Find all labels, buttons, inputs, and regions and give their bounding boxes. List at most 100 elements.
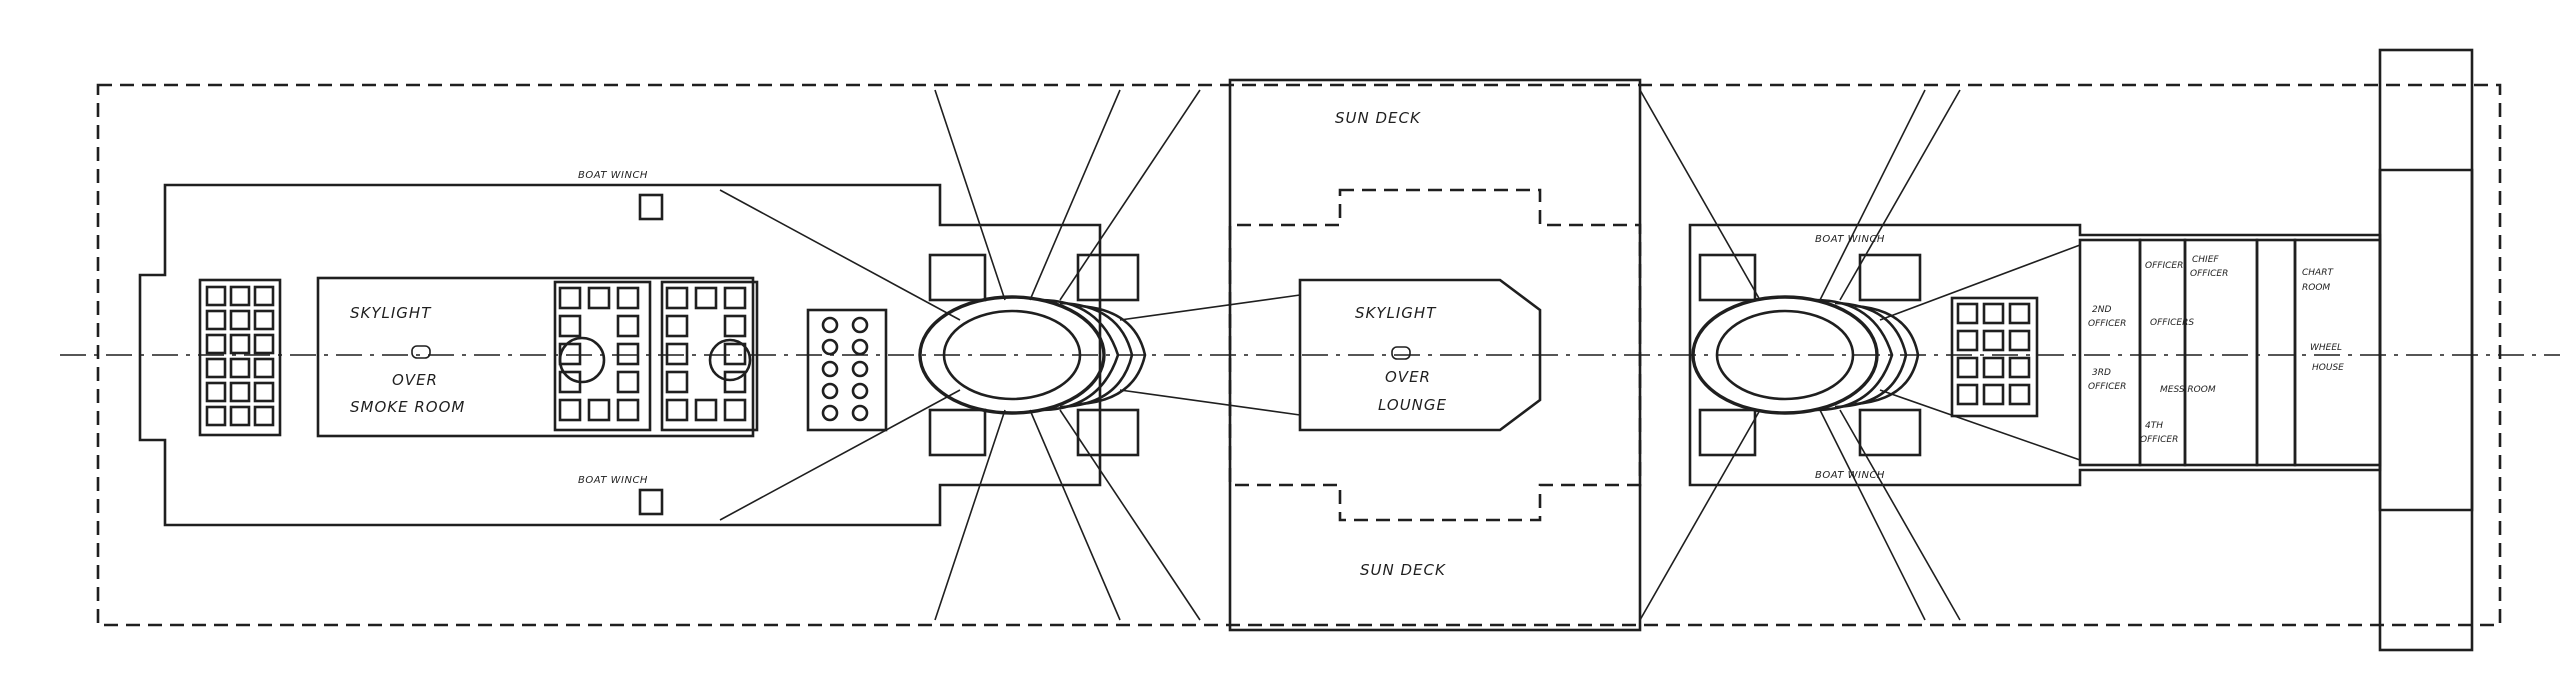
boat-winch-fwd: BOAT WINCH BOAT WINCH <box>1815 234 1885 481</box>
smoke-room-seat <box>558 314 582 338</box>
fwd-seat-cell <box>1956 329 1979 352</box>
smoke-room-seat <box>616 398 640 422</box>
smoke-room-seat <box>587 398 611 422</box>
aft-davit-lines <box>719 89 1301 621</box>
smoke-room-seat <box>723 398 747 422</box>
round-seat <box>851 382 869 400</box>
aft-seat-cell <box>229 285 251 307</box>
boat-winch-aft-bottom-label: BOAT WINCH <box>578 475 648 486</box>
aft-seat-cell <box>205 309 227 331</box>
smoke-room-seat <box>665 314 689 338</box>
aft-seat-cell <box>229 381 251 403</box>
round-seat <box>851 404 869 422</box>
officers-mess-label-b: MESS ROOM <box>2160 385 2216 395</box>
skylight-smoke-label-2: OVER <box>392 371 438 389</box>
smoke-room-seat <box>616 286 640 310</box>
aft-seat-cell <box>205 333 227 355</box>
fwd-seat-cell <box>1956 356 1979 379</box>
forward-ventilators <box>1698 253 1922 457</box>
officer-2nd-label-a: 2ND <box>2092 305 2111 315</box>
officers-mess-label-a: OFFICERS <box>2150 318 2194 328</box>
wheel-house-label-a: WHEEL <box>2310 343 2342 353</box>
officer-4th-label-b: OFFICER <box>2140 435 2178 445</box>
skylight-smoke-room: SKYLIGHT OVER SMOKE ROOM <box>316 276 755 438</box>
smoke-room-seat <box>723 370 747 394</box>
skylight-lounge-label-3: LOUNGE <box>1378 396 1447 414</box>
forward-seat-grid <box>1950 296 2039 418</box>
smoke-room-seat <box>558 286 582 310</box>
aft-seat-cell <box>253 309 275 331</box>
fwd-seat-cell <box>2008 383 2031 406</box>
fwd-seat-cell <box>1982 329 2005 352</box>
boat-winch-aft-top-label: BOAT WINCH <box>578 170 648 181</box>
fwd-seat-cell <box>1982 302 2005 325</box>
aft-seat-grid <box>198 278 282 437</box>
sun-deck-aft-label: SUN DECK <box>1360 561 1446 579</box>
aft-seat-cell <box>205 357 227 379</box>
smoke-room-seat <box>665 370 689 394</box>
smoke-room-seat <box>616 314 640 338</box>
skylight-lounge: SKYLIGHT OVER LOUNGE <box>1298 278 1542 432</box>
smoke-room-seat <box>558 398 582 422</box>
bridge-wings <box>2378 48 2474 652</box>
round-seat <box>821 316 839 334</box>
chief-officer-label-a: CHIEF <box>2192 255 2219 265</box>
aft-funnel <box>918 295 1147 415</box>
officer-2nd-label-b: OFFICER <box>2088 319 2126 329</box>
officer-3rd-label-b: OFFICER <box>2088 382 2126 392</box>
boat-winch-fwd-bottom-label: BOAT WINCH <box>1815 470 1885 481</box>
fwd-seat-cell <box>2008 302 2031 325</box>
smoke-room-seat <box>616 342 640 366</box>
round-seat <box>851 316 869 334</box>
officer-3rd-label-a: 3RD <box>2092 368 2111 378</box>
sun-deck-fwd-label: SUN DECK <box>1335 109 1421 127</box>
aft-ventilators <box>928 253 1140 457</box>
chart-room-label-a: CHART <box>2302 268 2334 278</box>
smoke-room-seat <box>694 398 718 422</box>
round-seat <box>821 404 839 422</box>
smoke-room-seat <box>587 286 611 310</box>
officers-quarters: OFFICER 2ND OFFICER 3RD OFFICER CHIEF OF… <box>2078 238 2382 467</box>
smoke-room-seat <box>665 286 689 310</box>
officer-label: OFFICER <box>2145 261 2183 271</box>
round-seat <box>821 360 839 378</box>
officer-4th-label-a: 4TH <box>2145 421 2163 431</box>
smoke-room-seat <box>665 342 689 366</box>
smoke-room-seat <box>616 370 640 394</box>
smoke-room-seat <box>558 342 582 366</box>
round-seat <box>821 338 839 356</box>
fwd-seat-cell <box>2008 329 2031 352</box>
aft-seat-cell <box>229 333 251 355</box>
aft-seat-cell <box>229 309 251 331</box>
fwd-seat-cell <box>1982 383 2005 406</box>
boat-winch-aft: BOAT WINCH BOAT WINCH <box>578 170 664 516</box>
sun-deck-block: SUN DECK SUN DECK <box>1228 78 1642 632</box>
aft-deckhouse <box>138 183 1102 527</box>
wheel-house-label-b: HOUSE <box>2312 363 2344 373</box>
forward-funnel <box>1691 295 1920 415</box>
fwd-seat-cell <box>1956 383 1979 406</box>
aft-seat-cell <box>229 357 251 379</box>
aft-seat-cell <box>229 405 251 427</box>
smoke-room-seat <box>558 370 582 394</box>
skylight-lounge-label-2: OVER <box>1385 368 1431 386</box>
aft-seat-cell <box>253 405 275 427</box>
fwd-seat-cell <box>1982 356 2005 379</box>
skylight-lounge-label-1: SKYLIGHT <box>1355 304 1437 322</box>
aft-seat-cell <box>253 333 275 355</box>
aft-seat-cell <box>253 285 275 307</box>
smoke-room-seat <box>723 286 747 310</box>
round-seat <box>821 382 839 400</box>
smoke-room-seat <box>694 286 718 310</box>
aft-seat-cell <box>205 405 227 427</box>
round-seat <box>851 360 869 378</box>
aft-seat-cell <box>253 381 275 403</box>
aft-seat-cell <box>253 357 275 379</box>
chief-officer-label-b: OFFICER <box>2190 269 2228 279</box>
fwd-davit-lines <box>1639 89 2081 621</box>
skylight-smoke-label-1: SKYLIGHT <box>350 304 432 322</box>
smoke-room-seat <box>723 342 747 366</box>
aft-seat-cell <box>205 381 227 403</box>
fwd-seat-cell <box>2008 356 2031 379</box>
